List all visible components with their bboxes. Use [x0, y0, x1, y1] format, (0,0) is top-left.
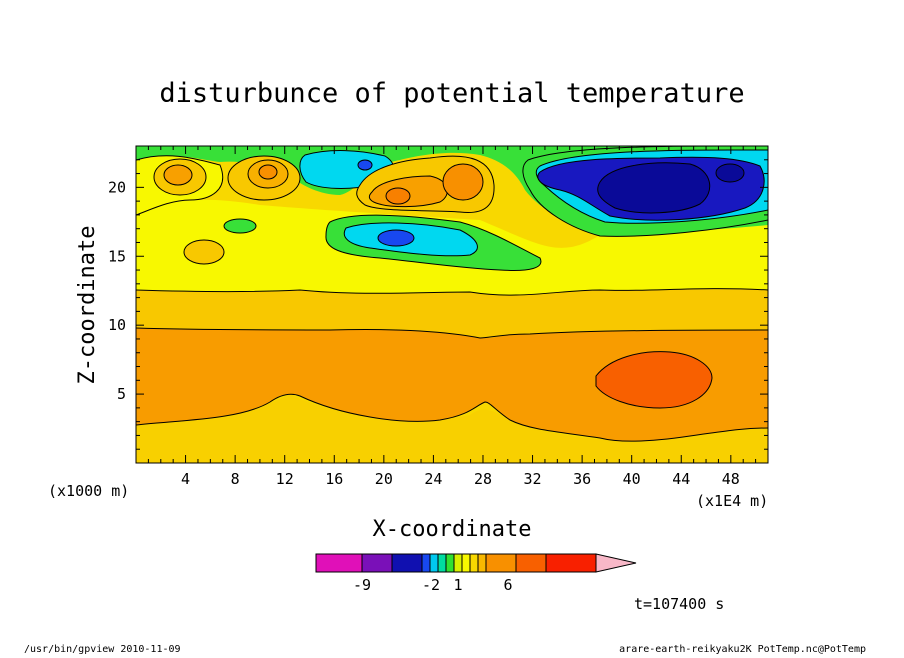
- x-tick-label: 40: [623, 470, 641, 488]
- x-tick-label: 28: [474, 470, 492, 488]
- y-tick-label: 20: [108, 178, 126, 196]
- y-tick-label: 15: [108, 247, 126, 265]
- colorbar-swatch: [361, 553, 393, 573]
- colorbar-labels: -9 -2 1 6: [353, 576, 513, 594]
- colorbar-swatch: [545, 553, 597, 573]
- x-tick-label: 48: [722, 470, 740, 488]
- colorbar-label: -9: [353, 576, 371, 594]
- colorbar-swatch: [429, 553, 439, 573]
- x-tick-label: 36: [573, 470, 591, 488]
- colorbar-swatch: [315, 553, 363, 573]
- x-tick-label: 20: [375, 470, 393, 488]
- plot-frame: [135, 145, 769, 464]
- colorbar-swatch: [477, 553, 487, 573]
- colorbar-label: 1: [453, 576, 462, 594]
- colorbar-arrow: [595, 553, 637, 573]
- colorbar-swatch: [515, 553, 547, 573]
- y-axis: 5 10 15 20: [108, 159, 768, 450]
- x-tick-label: 24: [424, 470, 442, 488]
- colorbar-swatch: [461, 553, 471, 573]
- colorbar-swatch: [445, 553, 455, 573]
- x-tick-label: 16: [325, 470, 343, 488]
- x-tick-label: 8: [231, 470, 240, 488]
- colorbar-swatch: [391, 553, 423, 573]
- x-tick-label: 44: [672, 470, 690, 488]
- y-tick-label: 5: [117, 385, 126, 403]
- time-label: t=107400 s: [634, 595, 724, 613]
- colorbar-label: 6: [503, 576, 512, 594]
- colorbar: [315, 553, 637, 573]
- x-unit-left: (x1000 m): [48, 482, 129, 500]
- chart-title: disturbunce of potential temperature: [159, 78, 744, 109]
- y-axis-label: Z-coordinate: [75, 226, 100, 385]
- footer-left: /usr/bin/gpview 2010-11-09: [24, 644, 181, 654]
- x-tick-label: 4: [181, 470, 190, 488]
- x-tick-label: 32: [524, 470, 542, 488]
- x-unit-right: (x1E4 m): [696, 492, 768, 510]
- colorbar-swatch: [437, 553, 447, 573]
- colorbar-swatch: [421, 553, 431, 573]
- colorbar-swatch: [453, 553, 463, 573]
- colorbar-swatch: [485, 553, 517, 573]
- colorbar-label: -2: [422, 576, 440, 594]
- contour-field: [136, 146, 768, 463]
- x-tick-label: 12: [276, 470, 294, 488]
- x-axis: 4 8 12 16 20 24 28 32 36 40 44 48: [147, 146, 757, 488]
- footer-right: arare-earth-reikyaku2K_PotTemp.nc@PotTem…: [619, 644, 866, 654]
- x-axis-label: X-coordinate: [373, 517, 532, 542]
- y-tick-label: 10: [108, 316, 126, 334]
- colorbar-swatch: [469, 553, 479, 573]
